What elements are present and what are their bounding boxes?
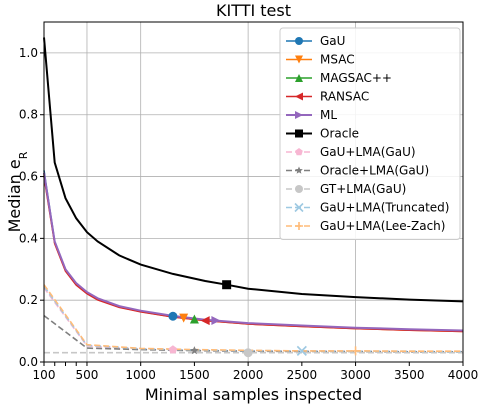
plot-frame [43, 21, 464, 363]
x-tick-label: 4000 [448, 368, 479, 382]
series-line [43, 172, 464, 332]
x-tick-label: 3500 [394, 368, 425, 382]
legend-label: GaU [320, 34, 345, 48]
series-marker [295, 148, 303, 156]
legend-label: ML [320, 108, 337, 122]
series-marker [200, 316, 210, 326]
series-marker [179, 313, 189, 323]
y-tick-label: 0.8 [19, 108, 38, 122]
markers-layer [168, 280, 361, 358]
legend: GaU MSAC MAGSAC++ RANSAC ML Oracle GaU+LMA(GaU… [279, 27, 461, 240]
x-tick-label: 1500 [179, 368, 210, 382]
series-marker [295, 111, 303, 119]
series-marker [211, 316, 221, 326]
series-marker [295, 74, 303, 82]
x-tick-label: 2000 [233, 368, 264, 382]
series-marker [295, 37, 303, 45]
y-axis-label: Median eR [5, 151, 30, 232]
axes: 100 500 1000 1500 2000 2500 3000 3500 4000 0.0 0.2… [19, 21, 479, 382]
x-tick-label: 100 [33, 368, 56, 382]
series-marker [295, 129, 303, 138]
x-tick-label: 1000 [125, 368, 156, 382]
x-tick-label: 3000 [340, 368, 371, 382]
chart-title: KITTI test [216, 1, 291, 20]
series-marker [295, 92, 303, 101]
y-tick-label: 0.0 [19, 355, 38, 369]
x-axis-label: Minimal samples inspected [145, 385, 362, 404]
x-tick-label: 2500 [287, 368, 318, 382]
series-marker [295, 185, 303, 193]
legend-label: Oracle [320, 127, 359, 141]
y-axis-label-main: Median e [5, 159, 24, 232]
series-marker [351, 346, 361, 356]
series-marker [294, 202, 304, 213]
series-marker [295, 222, 303, 230]
series-marker [189, 314, 199, 324]
y-tick-label: 0.4 [19, 231, 38, 245]
legend-label: RANSAC [320, 90, 369, 104]
legend-label: MSAC [320, 53, 355, 67]
y-tick-label: 1.0 [19, 46, 38, 60]
y-axis-label-subscript: R [17, 151, 30, 159]
y-tick-label: 0.6 [19, 170, 38, 184]
legend-label: GaU+LMA(GaU) [320, 145, 416, 159]
x-tick-label: 500 [76, 368, 99, 382]
legend-label: GaU+LMA(Lee-Zach) [320, 219, 445, 233]
series-marker [295, 166, 303, 174]
series-marker [190, 346, 199, 355]
series-marker [168, 311, 178, 321]
series-line [43, 37, 464, 303]
legend-box [279, 27, 461, 240]
series-marker [295, 55, 303, 64]
series-marker [243, 348, 253, 358]
series-marker [168, 345, 178, 354]
legend-label: GT+LMA(GaU) [320, 182, 406, 196]
legend-label: Oracle+LMA(GaU) [320, 164, 429, 178]
legend-label: GaU+LMA(Truncated) [320, 201, 449, 215]
y-tick-label: 0.2 [19, 293, 38, 307]
legend-label: MAGSAC++ [320, 71, 392, 85]
series-marker [222, 280, 232, 290]
series-marker [296, 345, 307, 356]
